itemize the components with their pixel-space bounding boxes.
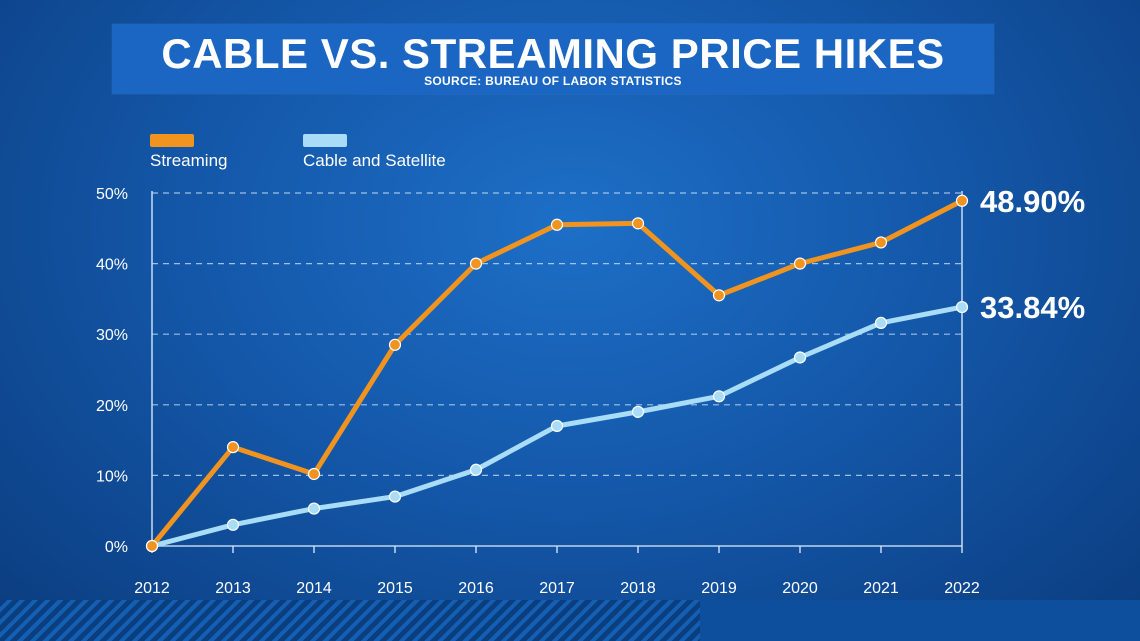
streaming-point bbox=[712, 289, 726, 302]
cable-point bbox=[631, 405, 645, 418]
y-tick-label: 0% bbox=[105, 539, 128, 556]
cable-point bbox=[226, 518, 240, 531]
streaming-point bbox=[469, 257, 483, 270]
cable-point bbox=[388, 490, 402, 503]
streaming-point bbox=[874, 236, 888, 249]
streaming-point bbox=[226, 441, 240, 454]
y-tick-label: 20% bbox=[96, 398, 128, 415]
label-layer: 0% 10% 20% 30% 40% 50% 2012 2013 2014 2015 2016 201… bbox=[96, 184, 1085, 597]
streaming-point bbox=[631, 217, 645, 230]
cable-point bbox=[469, 463, 483, 476]
x-tick-label: 2012 bbox=[134, 580, 170, 597]
cable-point bbox=[307, 502, 321, 515]
streaming-end-label: 48.90% bbox=[980, 184, 1085, 219]
x-tick-label: 2016 bbox=[458, 580, 494, 597]
y-tick-label: 30% bbox=[96, 327, 128, 344]
cable-point bbox=[550, 419, 564, 433]
x-tick-label: 2020 bbox=[782, 580, 818, 597]
y-tick-label: 40% bbox=[96, 257, 128, 274]
legend-label-streaming: Streaming bbox=[150, 151, 228, 170]
streaming-line bbox=[149, 198, 965, 549]
legend-swatch-streaming bbox=[150, 134, 194, 147]
cable-point bbox=[793, 351, 807, 364]
cable-point bbox=[874, 316, 888, 330]
series-layer bbox=[145, 194, 969, 553]
x-tick-label: 2018 bbox=[620, 580, 656, 597]
x-tick-label: 2014 bbox=[296, 580, 332, 597]
y-tick-label: 10% bbox=[96, 468, 128, 485]
streaming-point bbox=[388, 338, 402, 351]
streaming-point bbox=[955, 194, 969, 207]
legend-swatch-cable bbox=[303, 134, 347, 147]
streaming-point bbox=[550, 218, 564, 231]
x-tick-label: 2017 bbox=[539, 580, 575, 597]
legend-label-cable: Cable and Satellite bbox=[303, 151, 446, 170]
x-tick-label: 2013 bbox=[215, 580, 251, 597]
x-tick-label: 2019 bbox=[701, 580, 737, 597]
cable-end-label: 33.84% bbox=[980, 290, 1085, 325]
decorative-stripes bbox=[0, 600, 700, 641]
axis-layer bbox=[151, 191, 963, 553]
x-tick-label: 2022 bbox=[944, 580, 980, 597]
x-tick-label: 2015 bbox=[377, 580, 413, 597]
streaming-point bbox=[307, 467, 321, 481]
bottom-band bbox=[0, 600, 1140, 641]
streaming-point bbox=[793, 257, 807, 270]
grid-layer bbox=[152, 192, 962, 476]
streaming-point bbox=[145, 539, 159, 553]
y-tick-label: 50% bbox=[96, 186, 128, 203]
title-banner: CABLE VS. STREAMING PRICE HIKES SOURCE: … bbox=[112, 24, 994, 94]
x-tick-label: 2021 bbox=[863, 580, 899, 597]
chart-title: CABLE VS. STREAMING PRICE HIKES bbox=[161, 30, 945, 77]
chart-subtitle: SOURCE: BUREAU OF LABOR STATISTICS bbox=[424, 74, 682, 88]
cable-point bbox=[712, 390, 726, 403]
cable-point bbox=[955, 300, 969, 314]
